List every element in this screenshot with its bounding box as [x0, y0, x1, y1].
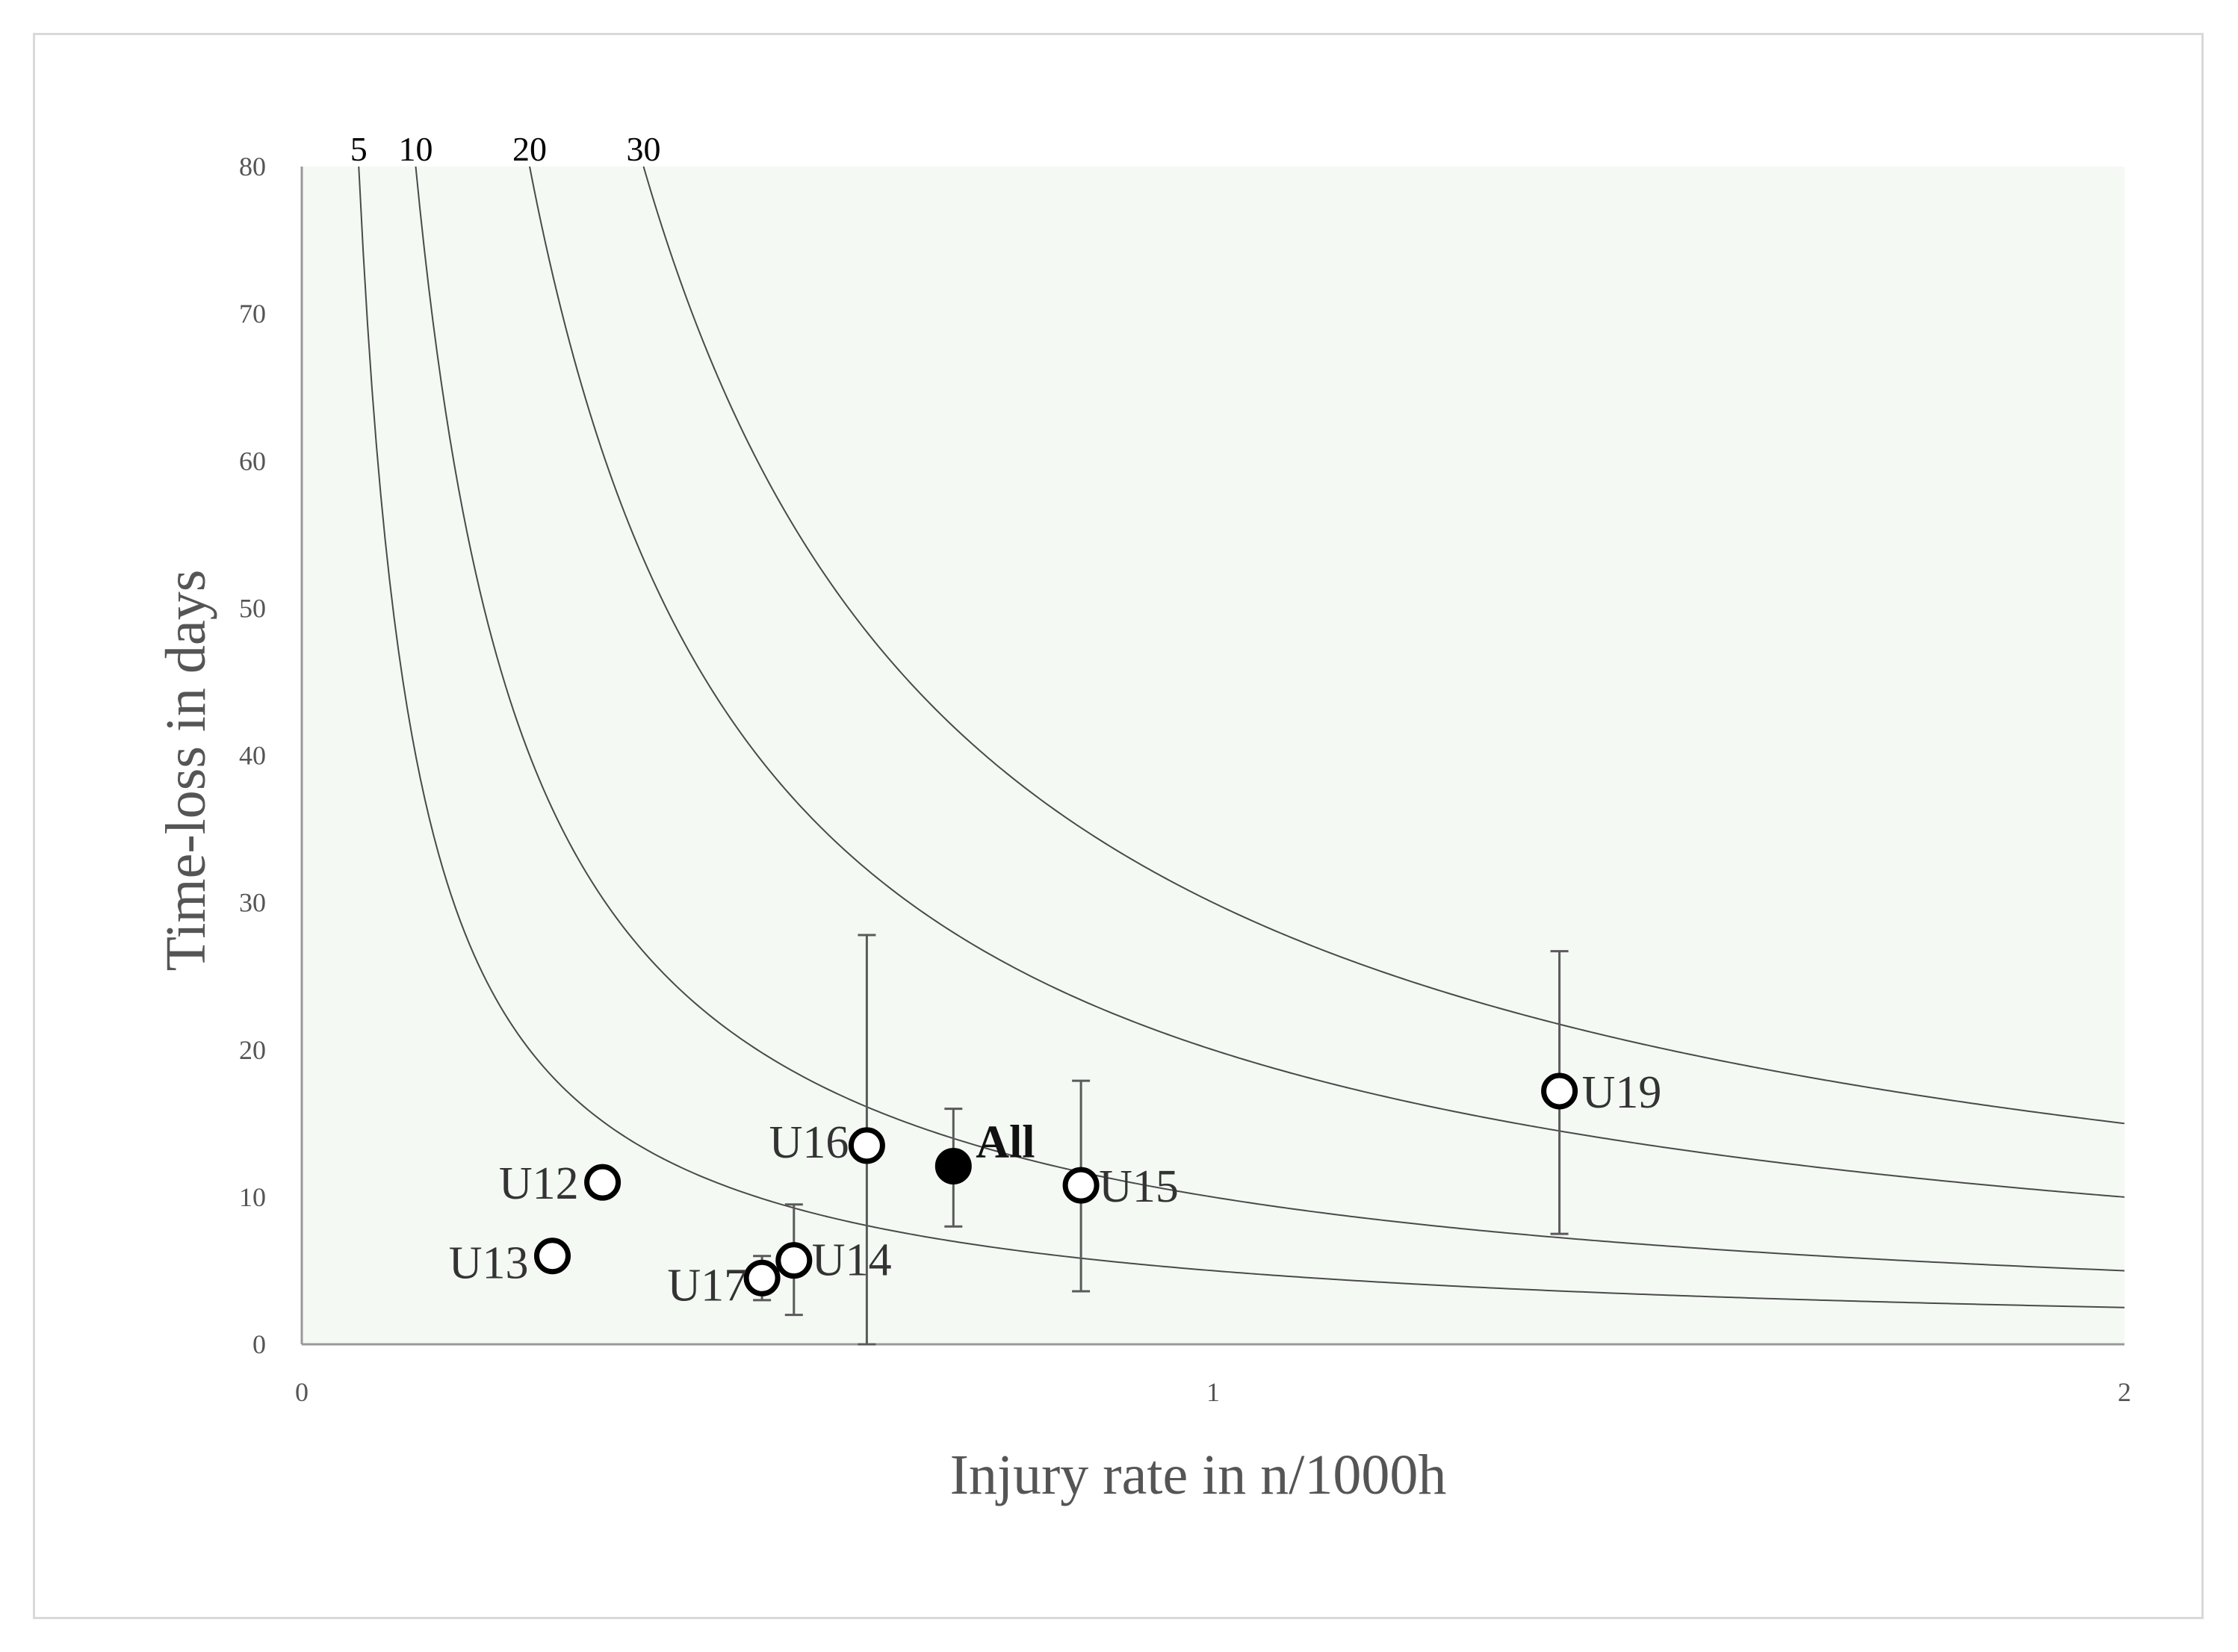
point-U19	[1541, 1072, 1578, 1110]
iso-curve-label-10: 10	[399, 130, 433, 168]
iso-burden-curves: 5 10 20 30	[350, 130, 2125, 1308]
point-label-U13: U13	[449, 1238, 529, 1289]
y-tick-label: 30	[239, 888, 266, 918]
y-tick-label: 60	[239, 446, 266, 476]
y-axis-title: Time-loss in days	[155, 570, 217, 972]
x-tick-label: 1	[1206, 1377, 1220, 1407]
point-label-U12: U12	[499, 1158, 579, 1209]
point-U12	[584, 1164, 622, 1201]
iso-curve-10	[415, 166, 2125, 1272]
iso-curve-label-20: 20	[512, 130, 547, 168]
iso-curve-30	[642, 166, 2125, 1125]
iso-curve-label-5: 5	[350, 130, 368, 168]
point-label-All: All	[976, 1117, 1035, 1167]
iso-curve-5	[358, 166, 2125, 1308]
data-points	[534, 1072, 1578, 1297]
y-tick-label: 10	[239, 1182, 266, 1212]
y-tick-label: 80	[239, 152, 266, 181]
point-U13	[534, 1238, 571, 1275]
point-label-U19: U19	[1582, 1067, 1662, 1118]
point-labels: U12 U13 U17 U14 U16 All U15 U19	[449, 1067, 1662, 1311]
point-label-U16: U16	[769, 1117, 849, 1168]
x-axis-title: Injury rate in n/1000h	[950, 1444, 1447, 1506]
y-tick-label: 40	[239, 741, 266, 771]
x-tick-label: 2	[2118, 1377, 2131, 1407]
y-tick-label: 0	[252, 1329, 266, 1359]
y-tick-label: 70	[239, 299, 266, 329]
point-U14	[775, 1242, 813, 1279]
y-ticks: 0 10 20 30 40 50 60 70 80	[239, 152, 266, 1359]
point-U15	[1062, 1167, 1100, 1204]
plot-area	[302, 167, 2124, 1344]
iso-curve-label-30: 30	[627, 130, 661, 168]
iso-curve-20	[529, 166, 2125, 1198]
point-U16	[848, 1127, 885, 1164]
x-ticks: 0 1 2	[295, 1377, 2131, 1407]
point-All	[934, 1147, 972, 1184]
x-tick-label: 0	[295, 1377, 309, 1407]
y-tick-label: 20	[239, 1035, 266, 1065]
point-U17	[743, 1259, 781, 1297]
point-label-U14: U14	[812, 1235, 892, 1286]
point-label-U15: U15	[1099, 1161, 1179, 1212]
y-tick-label: 50	[239, 593, 266, 623]
point-label-U17: U17	[667, 1260, 747, 1311]
